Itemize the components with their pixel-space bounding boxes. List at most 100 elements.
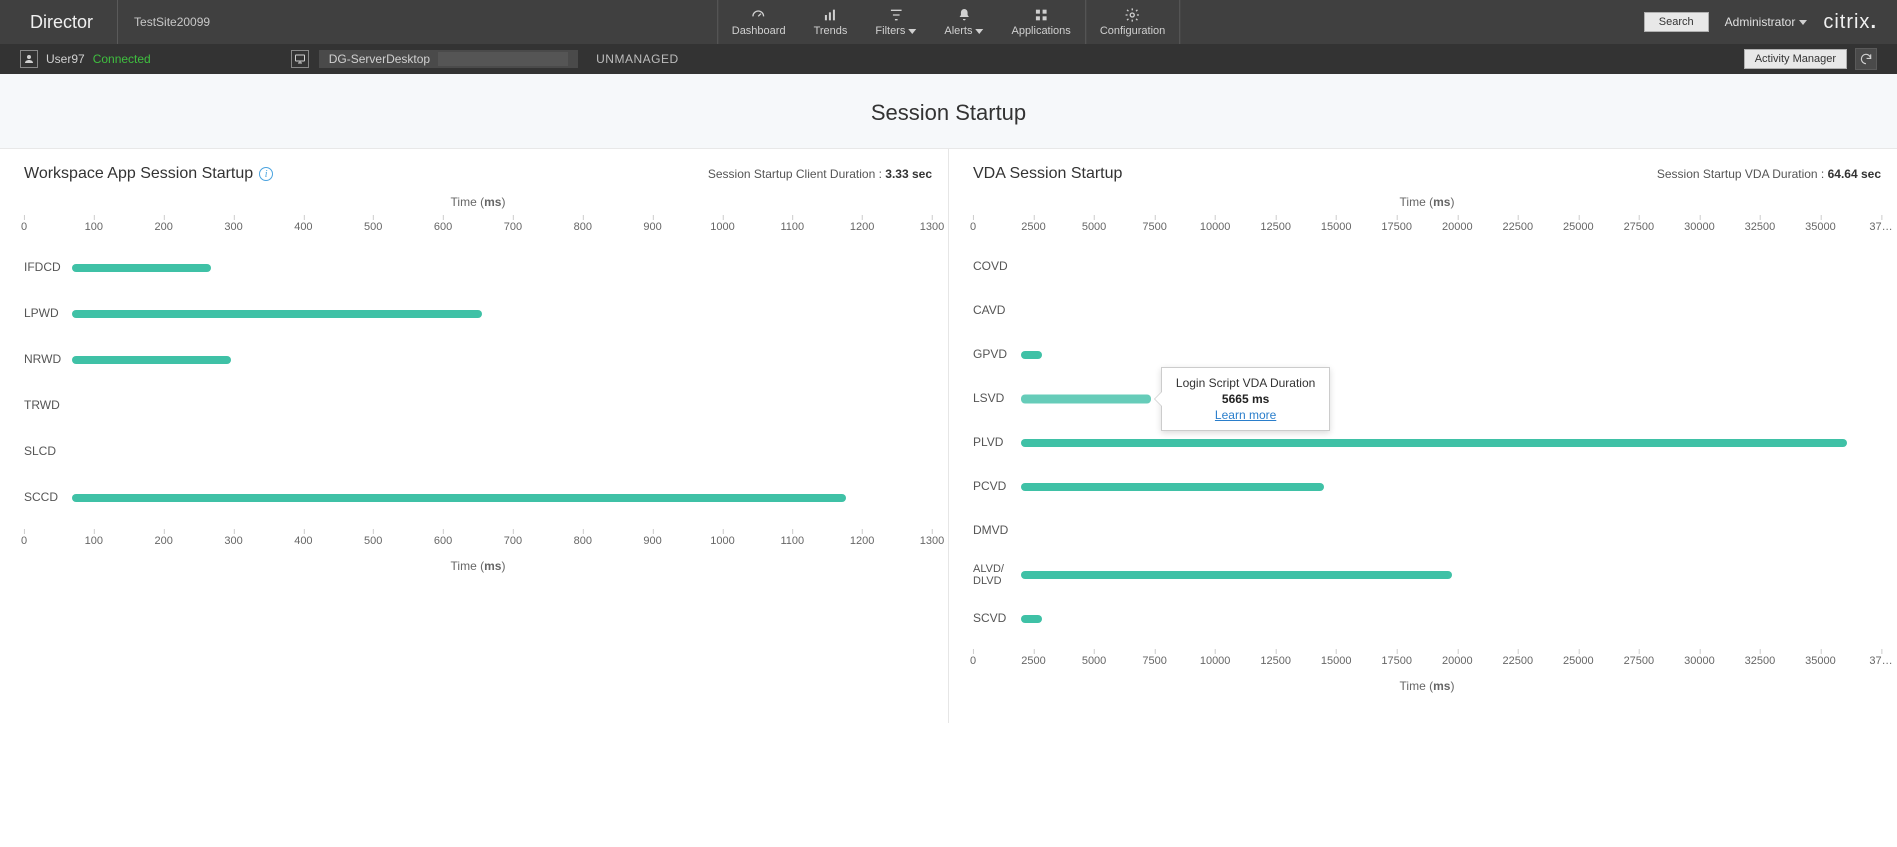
chart-workspace-app: Time (ms) 0100200300400500600700800900100… (24, 195, 932, 573)
bar[interactable] (1021, 351, 1042, 359)
chart-row: LSVDLogin Script VDA Duration5665 msLear… (973, 377, 1881, 421)
bar[interactable] (72, 494, 846, 502)
panel-stat: Session Startup Client Duration : 3.33 s… (708, 167, 932, 181)
bar[interactable] (72, 264, 211, 272)
bar[interactable] (1021, 439, 1847, 447)
bar-label: SCVD (973, 612, 1021, 625)
machine-detail-placeholder (438, 52, 568, 66)
activity-manager-button[interactable]: Activity Manager (1744, 49, 1847, 69)
search-button[interactable]: Search (1644, 12, 1709, 32)
panel-workspace-app: Workspace App Session Startup i Session … (0, 149, 948, 723)
bar-label: ALVD/ DLVD (973, 563, 1021, 587)
bar-label: IFDCD (24, 261, 72, 274)
axis-ticks: 0100200300400500600700800900100011001200… (24, 215, 932, 245)
tooltip: Login Script VDA Duration5665 msLearn mo… (1161, 367, 1330, 431)
bar-label: LSVD (973, 392, 1021, 405)
refresh-button[interactable] (1855, 48, 1877, 70)
admin-label: Administrator (1725, 15, 1796, 29)
bar-label: SCCD (24, 491, 72, 504)
bar[interactable] (1021, 571, 1452, 579)
axis-title: Time (ms) (973, 195, 1881, 209)
chart-row: NRWD (24, 337, 932, 383)
bar-track (1021, 465, 1881, 509)
nav-center: Dashboard Trends Filters Alerts Applicat… (717, 0, 1181, 44)
nav-label: Applications (1011, 25, 1070, 37)
panels: Workspace App Session Startup i Session … (0, 149, 1897, 723)
admin-menu[interactable]: Administrator (1725, 15, 1808, 29)
tooltip-title: Login Script VDA Duration (1176, 376, 1315, 390)
alerts-icon (956, 7, 972, 23)
bar-label: COVD (973, 260, 1021, 273)
nav-label: Trends (814, 25, 848, 37)
nav-trends[interactable]: Trends (800, 0, 862, 44)
tooltip-link[interactable]: Learn more (1215, 408, 1276, 422)
refresh-icon (1859, 52, 1873, 66)
chart-row: IFDCD (24, 245, 932, 291)
bar-label: PLVD (973, 436, 1021, 449)
bar-track (1021, 509, 1881, 553)
bar-track: Login Script VDA Duration5665 msLearn mo… (1021, 377, 1881, 421)
axis-ticks: 0250050007500100001250015000175002000022… (973, 215, 1881, 245)
axis-title: Time (ms) (24, 559, 932, 573)
bar-label: PCVD (973, 480, 1021, 493)
axis-ticks: 0250050007500100001250015000175002000022… (973, 649, 1881, 679)
page-title: Session Startup (0, 100, 1897, 126)
applications-icon (1033, 7, 1049, 23)
nav-label: Dashboard (732, 25, 786, 37)
user-name: User97 (46, 52, 85, 66)
chart-row: GPVD (973, 333, 1881, 377)
bar-track (72, 337, 932, 383)
chart-row: CAVD (973, 289, 1881, 333)
bar-track (1021, 421, 1881, 465)
chart-row: LPWD (24, 291, 932, 337)
bar[interactable] (1021, 615, 1042, 623)
info-icon[interactable]: i (259, 167, 273, 181)
bar-track (72, 291, 932, 337)
topbar: Director TestSite20099 Dashboard Trends … (0, 0, 1897, 44)
bar-track (72, 383, 932, 429)
panel-title: VDA Session Startup (973, 165, 1122, 183)
machine-name: DG-ServerDesktop (329, 52, 430, 66)
configuration-icon (1125, 7, 1141, 23)
nav-label: Alerts (944, 25, 972, 37)
bar-track (1021, 597, 1881, 641)
brand: Director (0, 12, 113, 33)
citrix-logo: citrix. (1823, 11, 1877, 34)
nav-alerts[interactable]: Alerts (930, 0, 997, 44)
panel-vda: VDA Session Startup Session Startup VDA … (948, 149, 1897, 723)
chart-row: TRWD (24, 383, 932, 429)
bar-track (72, 429, 932, 475)
monitor-icon (291, 50, 309, 68)
site-name[interactable]: TestSite20099 (117, 0, 210, 44)
nav-label: Filters (875, 25, 905, 37)
machine-chip[interactable]: DG-ServerDesktop UNMANAGED (291, 50, 679, 68)
bar-track (1021, 333, 1881, 377)
bar[interactable] (72, 310, 482, 318)
nav-configuration[interactable]: Configuration (1086, 0, 1179, 44)
user-chip[interactable]: User97 Connected (20, 50, 151, 68)
panel-stat: Session Startup VDA Duration : 64.64 sec (1657, 167, 1881, 181)
chevron-down-icon (908, 29, 916, 34)
chart-vda: Time (ms) 0250050007500100001250015000175… (973, 195, 1881, 693)
nav-filters[interactable]: Filters (861, 0, 930, 44)
chart-row: PCVD (973, 465, 1881, 509)
bar-label: SLCD (24, 445, 72, 458)
nav-dashboard[interactable]: Dashboard (718, 0, 800, 44)
chevron-down-icon (1799, 20, 1807, 25)
page-title-wrap: Session Startup (0, 74, 1897, 149)
chart-row: PLVD (973, 421, 1881, 465)
filters-icon (888, 7, 904, 23)
chart-row: DMVD (973, 509, 1881, 553)
bar-label: NRWD (24, 353, 72, 366)
bar-track (1021, 289, 1881, 333)
bar[interactable] (72, 356, 231, 364)
bar-track (72, 475, 932, 521)
bar[interactable] (1021, 395, 1151, 404)
nav-applications[interactable]: Applications (997, 0, 1084, 44)
panel-title: Workspace App Session Startup i (24, 165, 273, 183)
subbar: User97 Connected DG-ServerDesktop UNMANA… (0, 44, 1897, 74)
bar[interactable] (1021, 483, 1324, 491)
chart-row: SLCD (24, 429, 932, 475)
chart-row: ALVD/ DLVD (973, 553, 1881, 597)
chevron-down-icon (975, 29, 983, 34)
